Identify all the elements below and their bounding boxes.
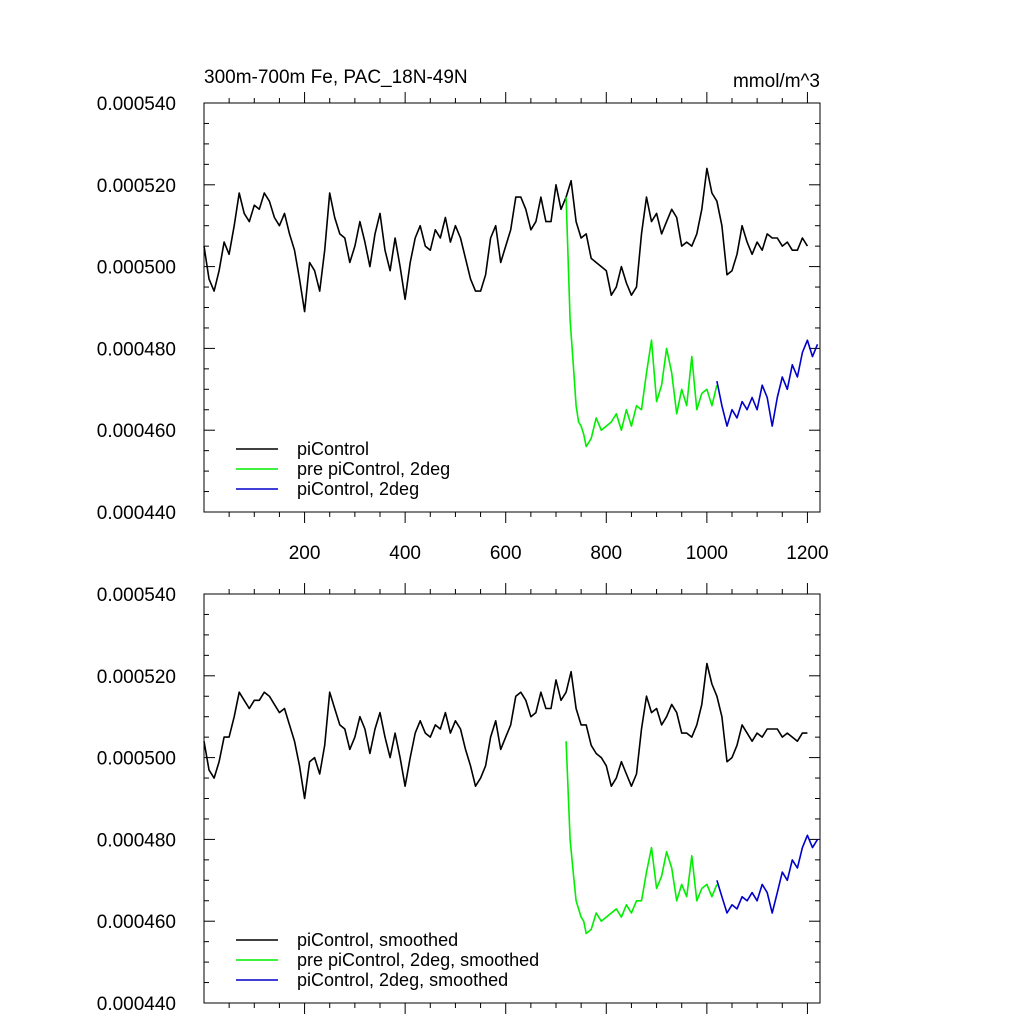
y-tick-label: 0.000440: [97, 503, 176, 524]
y-tick-label: 0.000520: [97, 176, 176, 197]
y-tick-label: 0.000480: [97, 339, 176, 360]
series-line-1-0: [203, 662, 808, 800]
units-label: mmol/m^3: [733, 71, 820, 92]
x-tick-label: 1000: [686, 543, 728, 564]
y-tick-label: 0.000440: [97, 994, 176, 1015]
y-tick-label: 0.000460: [97, 912, 176, 933]
legend-label: pre piControl, 2deg: [297, 459, 450, 479]
series-line-0-2: [716, 339, 819, 427]
y-tick-label: 0.000460: [97, 421, 176, 442]
legend-label: piControl, 2deg, smoothed: [297, 970, 508, 990]
legend-label: pre piControl, 2deg, smoothed: [297, 950, 539, 970]
series-line-0-0: [203, 167, 809, 313]
series-line-1-1: [565, 741, 718, 935]
y-tick-label: 0.000540: [97, 94, 176, 115]
y-tick-label: 0.000500: [97, 258, 176, 279]
legend-label: piControl: [297, 439, 369, 459]
y-tick-label: 0.000520: [97, 667, 176, 688]
x-tick-label: 1200: [786, 543, 828, 564]
x-tick-label: 600: [490, 543, 522, 564]
series-line-1-2: [716, 834, 819, 914]
y-tick-label: 0.000500: [97, 749, 176, 770]
y-tick-label: 0.000540: [97, 585, 176, 606]
chart-title: 300m-700m Fe, PAC_18N-49N: [204, 67, 468, 88]
x-tick-label: 400: [389, 543, 421, 564]
x-tick-label: 800: [590, 543, 622, 564]
legend-label: piControl, smoothed: [297, 930, 458, 950]
legend-label: piControl, 2deg: [297, 479, 419, 499]
y-tick-label: 0.000480: [97, 830, 176, 851]
x-tick-label: 200: [289, 543, 321, 564]
series-line-0-1: [565, 197, 718, 448]
